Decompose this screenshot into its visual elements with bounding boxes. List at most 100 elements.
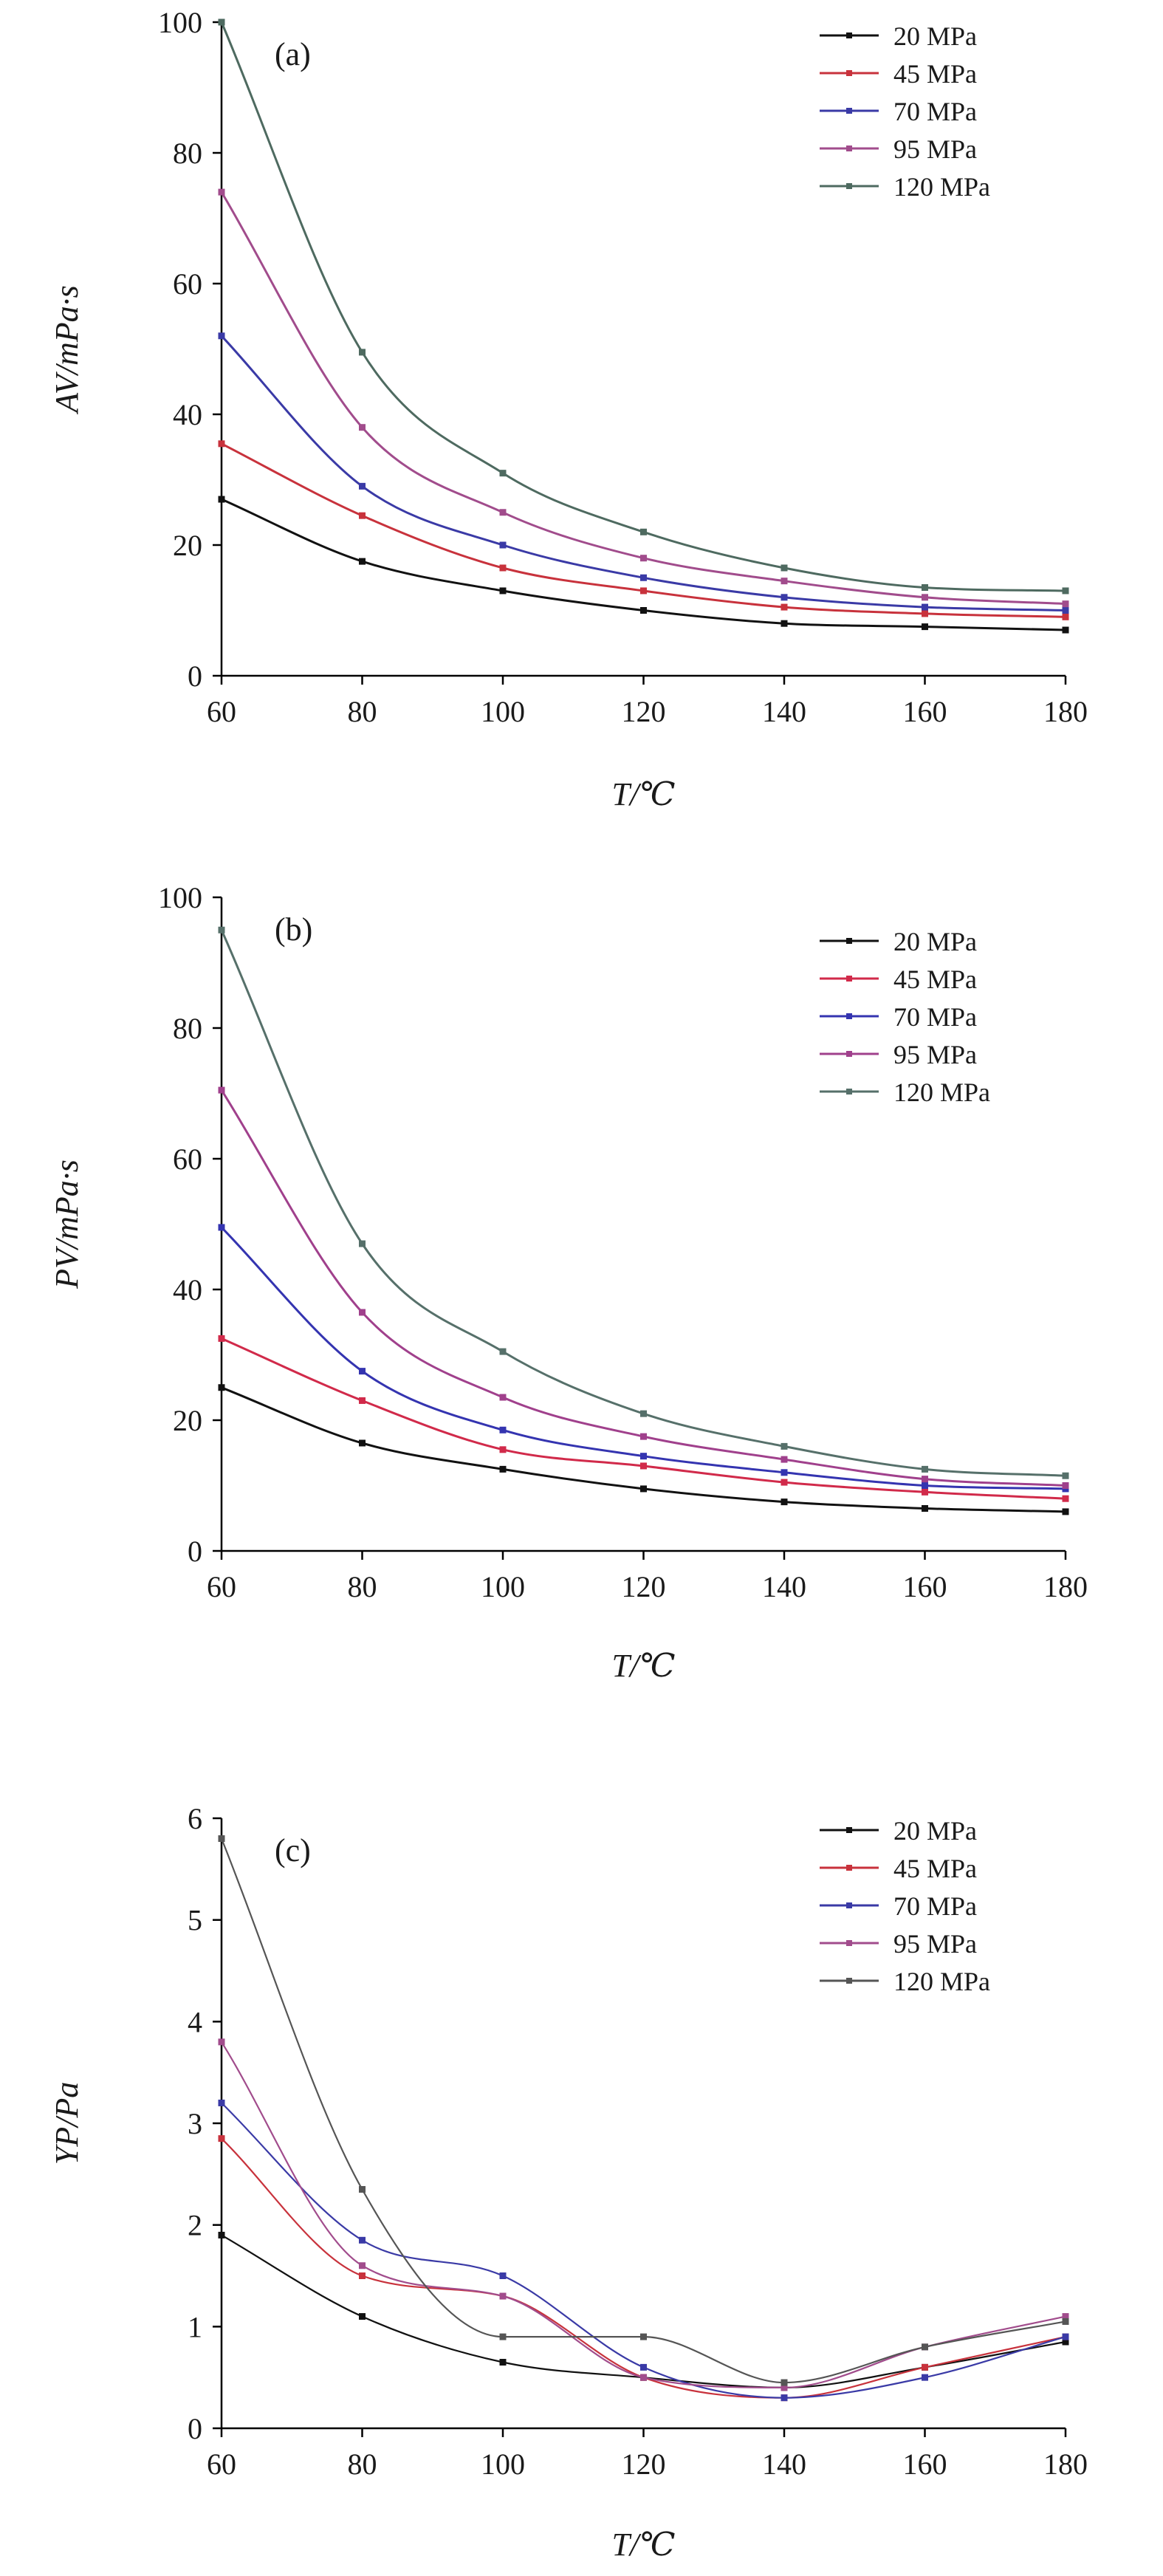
chart-3-legend-marker [846,1902,852,1908]
chart-1-y-tick-label: 80 [173,137,202,170]
chart-2-data-point [922,1504,928,1512]
chart-1-data-point [640,574,647,581]
chart-3-legend-label: 45 MPa [893,1854,977,1883]
chart-3-data-point [781,2379,788,2386]
chart-3-legend-marker [846,1940,852,1946]
chart-1-data-point [922,603,928,611]
chart-1-data-point [359,558,366,565]
chart-2-legend-marker [846,1013,852,1019]
chart-1-data-point [781,603,788,611]
chart-3-series-line-5 [220,1838,1066,2384]
chart-2-y-axis-title: PV/mPa·s [49,1159,85,1289]
chart-1-data-point [359,424,366,431]
chart-1-data-point [781,578,788,585]
chart-3-legend-label: 20 MPa [893,1816,977,1846]
chart-2-data-point [218,1384,225,1391]
chart-2-legend-label: 120 MPa [893,1078,990,1107]
chart-2-x-tick-label: 80 [348,1570,377,1603]
chart-2-y-tick-label: 80 [173,1012,202,1045]
chart-1-legend-marker [846,183,852,189]
chart-3-series-line-2 [221,2137,1066,2399]
chart-1-y-axis-title: AV/mPa·s [49,285,85,415]
chart-3-y-tick-label: 4 [188,2005,202,2038]
chart-2: 60 80 100 120 140 160 180 0 20 40 60 80 100 T/℃ PV/mPa… [49,881,1088,1684]
chart-1-series-line-4 [220,191,1066,606]
chart-2-y-tick-label: 60 [173,1143,202,1176]
chart-2-series-line-2 [221,1337,1066,1500]
chart-3-data-point [218,1835,225,1843]
chart-1-data-point [1062,613,1069,620]
chart-3-y-tick-label: 2 [188,2209,202,2242]
chart-2-series-line-4 [220,1089,1066,1487]
chart-2-data-point [1062,1495,1069,1502]
chart-2-data-point [359,1397,366,1404]
chart-2-legend-marker [846,1051,852,1057]
chart-1-y-tick-label: 20 [173,529,202,562]
chart-3-legend-marker [846,1827,852,1833]
chart-1-data-point [499,470,507,477]
chart-1-x-tick-label: 60 [207,695,236,728]
chart-2-data-point [781,1498,788,1506]
chart-1-legend-marker [846,70,852,76]
chart-2-legend-label: 70 MPa [893,1002,977,1032]
chart-1-data-point [499,541,507,549]
chart-1-y-tick-label: 0 [188,660,202,693]
chart-1-data-point [781,594,788,601]
chart-3-data-point [922,2363,928,2371]
chart-1-x-tick-label: 80 [348,695,377,728]
chart-3-legend-label: 120 MPa [893,1967,990,1996]
chart-2-data-point [359,1309,366,1316]
chart-1-legend-marker [846,32,852,38]
chart-3-data-point [359,2272,366,2279]
chart-2-data-point [1062,1482,1069,1489]
chart-2-data-point [781,1479,788,1486]
chart-3-data-point [218,2038,225,2046]
chart-2-series-line-5 [220,929,1066,1477]
chart-3-legend-label: 95 MPa [893,1929,977,1959]
chart-3-y-axis-title: YP/Pa [49,2082,85,2165]
chart-2-x-tick-label: 160 [903,1570,947,1603]
chart-1-y-tick-label: 40 [173,398,202,431]
chart-1-data-point [640,587,647,595]
chart-2-data-point [781,1469,788,1476]
chart-2-data-point [499,1465,507,1473]
chart-2-x-tick-label: 120 [622,1570,666,1603]
chart-1-x-tick-label: 180 [1043,695,1088,728]
chart-2-data-point [922,1476,928,1483]
chart-3-data-point [359,2262,366,2270]
chart-2-data-point [359,1368,366,1375]
chart-1-data-point [640,555,647,562]
chart-3-legend-label: 70 MPa [893,1891,977,1921]
chart-3-data-point [359,2236,366,2244]
chart-2-legend-label: 45 MPa [893,965,977,994]
chart-3-data-point [1062,2313,1069,2320]
chart-2-data-point [499,1394,507,1401]
chart-1-legend-label: 120 MPa [893,172,990,202]
chart-1-data-point [218,332,225,340]
chart-3-data-point [640,2333,647,2340]
chart-3-x-axis-title: T/℃ [612,2527,676,2563]
chart-2-data-point [781,1456,788,1463]
chart-1-data-point [640,528,647,535]
chart-1-data-point [922,610,928,617]
chart-1-data-point [1062,600,1069,608]
chart-1-data-point [781,564,788,572]
chart-3-data-point [499,2272,507,2279]
chart-1-legend-marker [846,145,852,151]
chart-2-legend-marker [846,938,852,944]
chart-2-x-tick-label: 100 [481,1570,525,1603]
chart-2-data-point [640,1485,647,1493]
chart-1-series-line-5 [220,21,1066,592]
chart-2-y-tick-label: 0 [188,1535,202,1568]
chart-2-y-tick-label: 20 [173,1404,202,1437]
chart-3-x-tick-label: 80 [348,2447,377,2481]
chart-1-y-tick-label: 60 [173,267,202,301]
chart-1-x-tick-label: 140 [762,695,806,728]
chart-2-data-point [359,1240,366,1247]
chart-2-data-point [218,1224,225,1231]
chart-2-data-point [1062,1508,1069,1515]
chart-2-data-point [640,1410,647,1417]
chart-3-data-point [499,2292,507,2300]
chart-3-data-point [218,2099,225,2106]
